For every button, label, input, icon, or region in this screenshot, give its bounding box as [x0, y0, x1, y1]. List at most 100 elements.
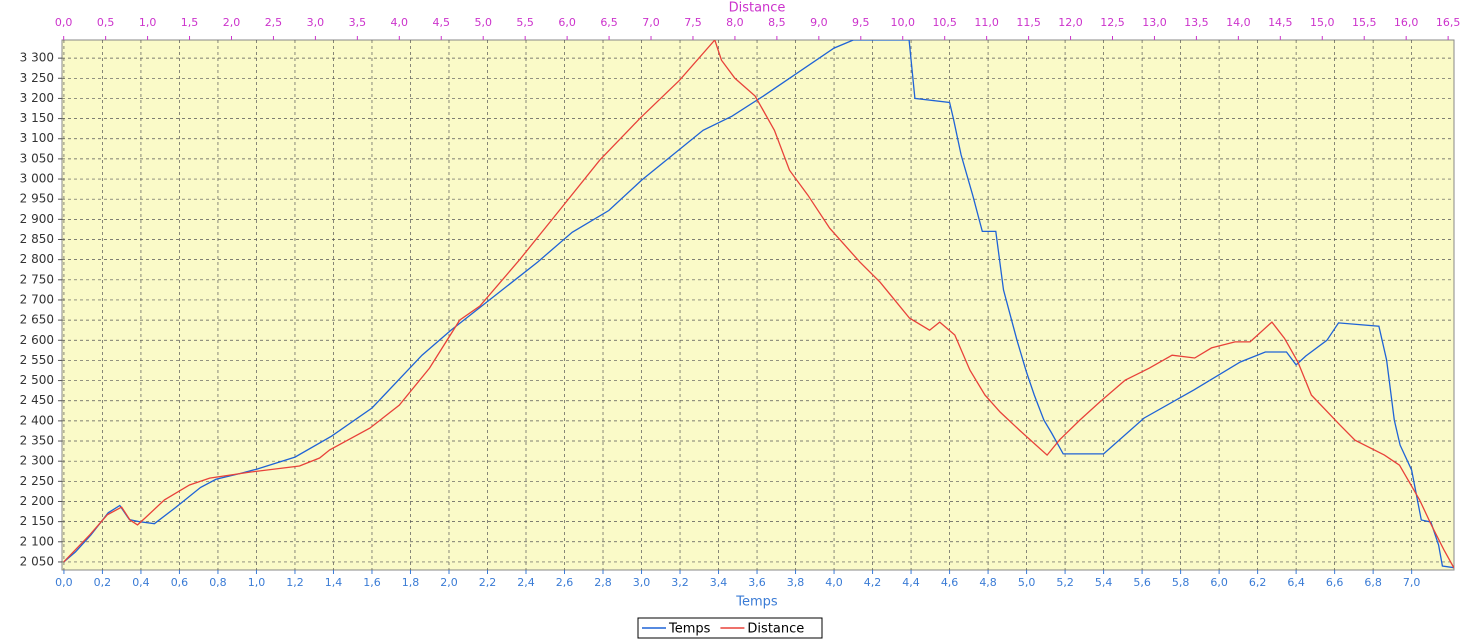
x2-tick-label: 0,0 — [55, 16, 73, 29]
x-tick-label: 6,4 — [1287, 576, 1305, 589]
x-tick-label: 6,0 — [1210, 576, 1228, 589]
x2-tick-label: 5,0 — [474, 16, 492, 29]
x-tick-label: 5,0 — [1018, 576, 1036, 589]
y-tick-label: 2 850 — [20, 232, 54, 246]
x2-tick-label: 14,5 — [1268, 16, 1293, 29]
y-tick-label: 2 350 — [20, 434, 54, 448]
x-tick-label: 1,6 — [363, 576, 381, 589]
y-tick-label: 2 300 — [20, 454, 54, 468]
x-tick-label: 4,6 — [941, 576, 959, 589]
x2-tick-label: 12,0 — [1058, 16, 1083, 29]
x-tick-label: 5,4 — [1095, 576, 1113, 589]
x-tick-label: 0,2 — [94, 576, 112, 589]
x-tick-label: 1,8 — [402, 576, 420, 589]
y-tick-label: 2 500 — [20, 373, 54, 387]
y-tick-label: 3 200 — [20, 91, 54, 105]
y-tick-label: 2 950 — [20, 192, 54, 206]
x2-tick-label: 1,5 — [181, 16, 199, 29]
x2-tick-label: 8,0 — [726, 16, 744, 29]
x2-tick-label: 16,5 — [1436, 16, 1461, 29]
y-tick-label: 2 200 — [20, 494, 54, 508]
x-tick-label: 3,2 — [671, 576, 689, 589]
y-tick-label: 2 900 — [20, 212, 54, 226]
x-tick-label: 4,2 — [864, 576, 882, 589]
x2-tick-label: 6,5 — [600, 16, 618, 29]
x2-tick-label: 4,5 — [433, 16, 451, 29]
x-tick-label: 3,0 — [633, 576, 651, 589]
x2-tick-label: 10,5 — [932, 16, 957, 29]
x2-tick-label: 3,5 — [349, 16, 367, 29]
x2-tick-label: 1,0 — [139, 16, 157, 29]
x2-tick-label: 4,0 — [391, 16, 409, 29]
y-tick-label: 3 000 — [20, 172, 54, 186]
x2-tick-label: 6,0 — [558, 16, 576, 29]
x-tick-label: 4,0 — [825, 576, 843, 589]
x2-tick-label: 2,5 — [265, 16, 283, 29]
x-tick-label: 5,2 — [1056, 576, 1074, 589]
y-tick-label: 2 150 — [20, 514, 54, 528]
x2-tick-label: 3,0 — [307, 16, 325, 29]
x-tick-label: 0,8 — [209, 576, 227, 589]
x2-tick-label: 13,5 — [1184, 16, 1209, 29]
x-tick-label: 4,8 — [979, 576, 997, 589]
x-tick-label: 5,6 — [1133, 576, 1151, 589]
x-tick-label: 6,6 — [1326, 576, 1344, 589]
x-axis-title: Temps — [735, 595, 778, 610]
y-tick-label: 2 650 — [20, 313, 54, 327]
x-tick-label: 1,0 — [248, 576, 266, 589]
plot-area — [61, 39, 1455, 571]
x2-tick-label: 9,5 — [852, 16, 870, 29]
y-tick-label: 2 100 — [20, 534, 54, 548]
y-tick-label: 3 050 — [20, 151, 54, 165]
y-tick-label: 3 100 — [20, 131, 54, 145]
x2-tick-label: 7,5 — [684, 16, 702, 29]
x-tick-label: 7,0 — [1403, 576, 1421, 589]
x2-tick-label: 2,0 — [223, 16, 241, 29]
x-tick-label: 2,8 — [594, 576, 612, 589]
x2-tick-label: 15,5 — [1352, 16, 1377, 29]
x2-tick-label: 12,5 — [1100, 16, 1125, 29]
y-tick-label: 2 600 — [20, 333, 54, 347]
y-tick-label: 2 400 — [20, 413, 54, 427]
x-tick-label: 1,2 — [286, 576, 304, 589]
x-tick-label: 1,4 — [325, 576, 343, 589]
x-tick-label: 0,6 — [171, 576, 189, 589]
legend-label: Distance — [747, 622, 804, 637]
x-tick-label: 5,8 — [1172, 576, 1190, 589]
x-tick-label: 6,2 — [1249, 576, 1267, 589]
x-tick-label: 0,0 — [55, 576, 73, 589]
y-tick-label: 2 800 — [20, 252, 54, 266]
x-tick-label: 2,2 — [479, 576, 497, 589]
x2-tick-label: 15,0 — [1310, 16, 1335, 29]
x2-tick-label: 9,0 — [810, 16, 828, 29]
x-tick-label: 2,0 — [440, 576, 458, 589]
y-tick-label: 2 700 — [20, 292, 54, 306]
y-tick-label: 2 450 — [20, 393, 54, 407]
y-tick-label: 3 300 — [20, 51, 54, 65]
x2-tick-label: 13,0 — [1142, 16, 1167, 29]
layer: 2 050 2 100 2 150 2 200 2 250 2 300 2 350 2 400… — [20, 16, 1461, 637]
series-line — [63, 40, 1454, 569]
x-tick-label: 3,4 — [710, 576, 728, 589]
x2-tick-label: 8,5 — [768, 16, 786, 29]
x-tick-label: 2,6 — [556, 576, 574, 589]
x2-tick-label: 10,0 — [890, 16, 915, 29]
y-tick-label: 2 750 — [20, 272, 54, 286]
y-tick-label: 2 050 — [20, 554, 54, 568]
x-tick-label: 2,4 — [517, 576, 535, 589]
x-tick-label: 0,4 — [132, 576, 150, 589]
x2-tick-label: 5,5 — [516, 16, 534, 29]
x2-tick-label: 16,0 — [1394, 16, 1419, 29]
y-tick-label: 3 250 — [20, 71, 54, 85]
x2-tick-label: 0,5 — [97, 16, 115, 29]
x-tick-label: 3,8 — [787, 576, 805, 589]
x2-axis-title: Distance — [729, 1, 786, 16]
x2-tick-label: 11,5 — [1016, 16, 1041, 29]
y-tick-label: 2 550 — [20, 353, 54, 367]
x-tick-label: 3,6 — [748, 576, 766, 589]
y-tick-label: 2 250 — [20, 474, 54, 488]
x2-tick-label: 14,0 — [1226, 16, 1251, 29]
x2-tick-label: 7,0 — [642, 16, 660, 29]
series-line — [63, 40, 1454, 569]
